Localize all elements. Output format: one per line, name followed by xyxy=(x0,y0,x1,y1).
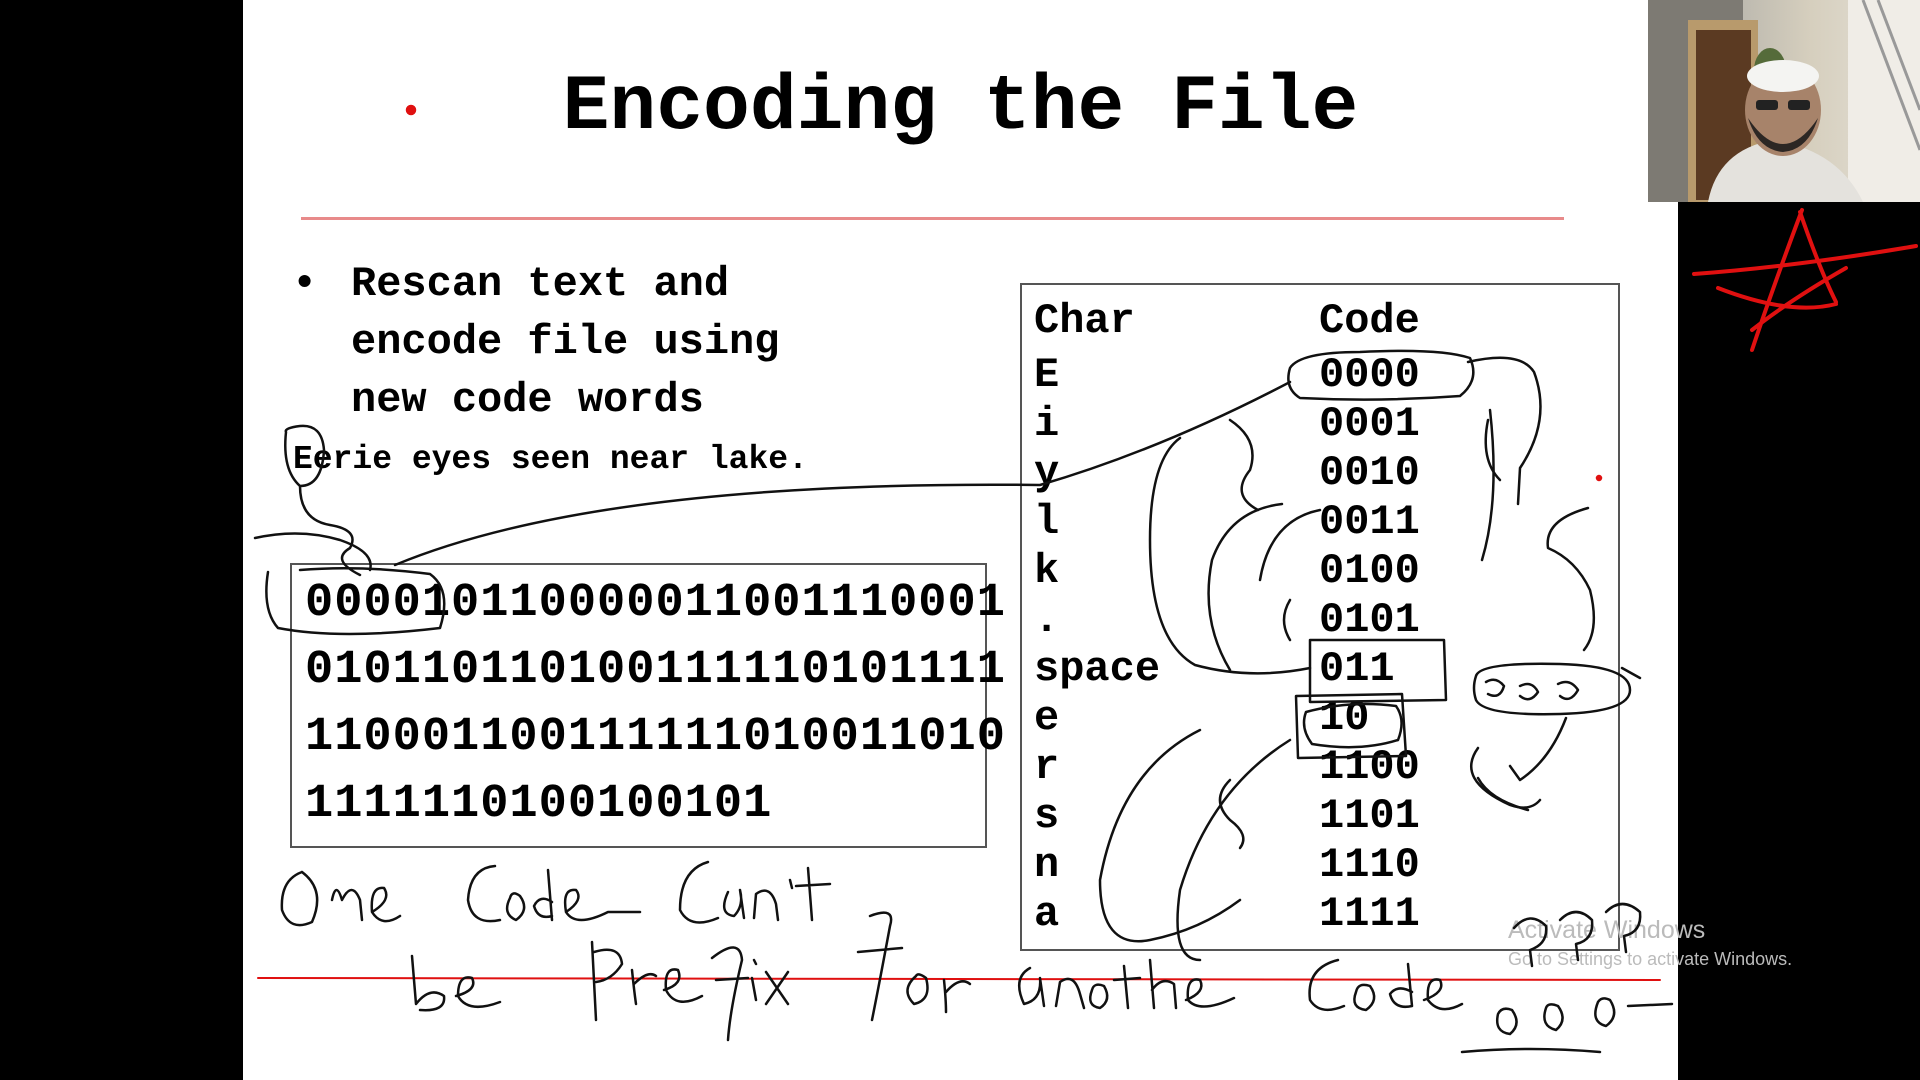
table-char: e xyxy=(1034,694,1060,742)
table-row: s 1101 xyxy=(1022,792,1618,842)
table-row: r 1100 xyxy=(1022,743,1618,793)
table-code: 1101 xyxy=(1319,792,1420,840)
table-code: 0001 xyxy=(1319,400,1420,448)
table-code: 0000 xyxy=(1319,351,1420,399)
title-divider xyxy=(301,217,1564,220)
encoded-line: 010110110100111110101111 xyxy=(305,644,1006,697)
table-code: 011 xyxy=(1319,645,1395,693)
table-row: l 0011 xyxy=(1022,498,1618,548)
bullet-text: Rescan text and encode file using new co… xyxy=(351,255,911,429)
encoded-line: 000010110000011001110001 xyxy=(305,577,1006,630)
table-code: 0100 xyxy=(1319,547,1420,595)
example-sentence: Eerie eyes seen near lake. xyxy=(293,441,808,478)
table-row: k 0100 xyxy=(1022,547,1618,597)
table-code: 0010 xyxy=(1319,449,1420,497)
table-char: k xyxy=(1034,547,1060,595)
table-char: y xyxy=(1034,449,1060,497)
encoded-line: 110001100111111010011010 xyxy=(305,711,1006,764)
table-row: a 1111 xyxy=(1022,890,1618,940)
table-char: r xyxy=(1034,743,1060,791)
encoded-line: 1111110100100101 xyxy=(305,778,773,831)
table-code: 1110 xyxy=(1319,841,1420,889)
table-header-char: Char xyxy=(1034,297,1135,345)
table-char: space xyxy=(1034,645,1161,693)
bullet-line: Rescan text and xyxy=(351,260,730,308)
table-code: 1100 xyxy=(1319,743,1420,791)
table-code: 0011 xyxy=(1319,498,1420,546)
watermark-subtitle: Go to Settings to activate Windows. xyxy=(1508,949,1793,969)
table-code: 1111 xyxy=(1319,890,1420,938)
table-char: s xyxy=(1034,792,1060,840)
bullet-dot-icon: • xyxy=(292,260,318,308)
encoded-bits-box: 000010110000011001110001 010110110100111… xyxy=(290,563,1005,848)
table-char: l xyxy=(1034,498,1060,546)
code-table: Char Code E 0000 i 0001 y 0010 l 0011 k 0100 … xyxy=(1020,283,1620,951)
table-header-code: Code xyxy=(1319,297,1420,345)
table-row: . 0101 xyxy=(1022,596,1618,646)
table-code: 0101 xyxy=(1319,596,1420,644)
slide-title: Encoding the File xyxy=(562,64,1359,152)
table-char: n xyxy=(1034,841,1060,889)
table-row: E 0000 xyxy=(1022,351,1618,401)
table-row: space 011 xyxy=(1022,645,1618,695)
webcam-video xyxy=(1648,0,1920,202)
table-row: y 0010 xyxy=(1022,449,1618,499)
table-row: i 0001 xyxy=(1022,400,1618,450)
table-char: i xyxy=(1034,400,1060,448)
activation-watermark: Activate Windows Go to Settings to activ… xyxy=(1508,916,1792,970)
bullet-line: new code words xyxy=(351,376,704,424)
bullet-line: encode file using xyxy=(351,318,780,366)
presenter-video-icon xyxy=(1648,0,1920,202)
ink-strokes xyxy=(253,104,1918,1054)
table-char: E xyxy=(1034,351,1060,399)
table-char: a xyxy=(1034,890,1060,938)
table-char: . xyxy=(1034,596,1060,644)
table-row: n 1110 xyxy=(1022,841,1618,891)
slide-canvas: Encoding the File • Rescan text and enco… xyxy=(243,0,1678,1080)
